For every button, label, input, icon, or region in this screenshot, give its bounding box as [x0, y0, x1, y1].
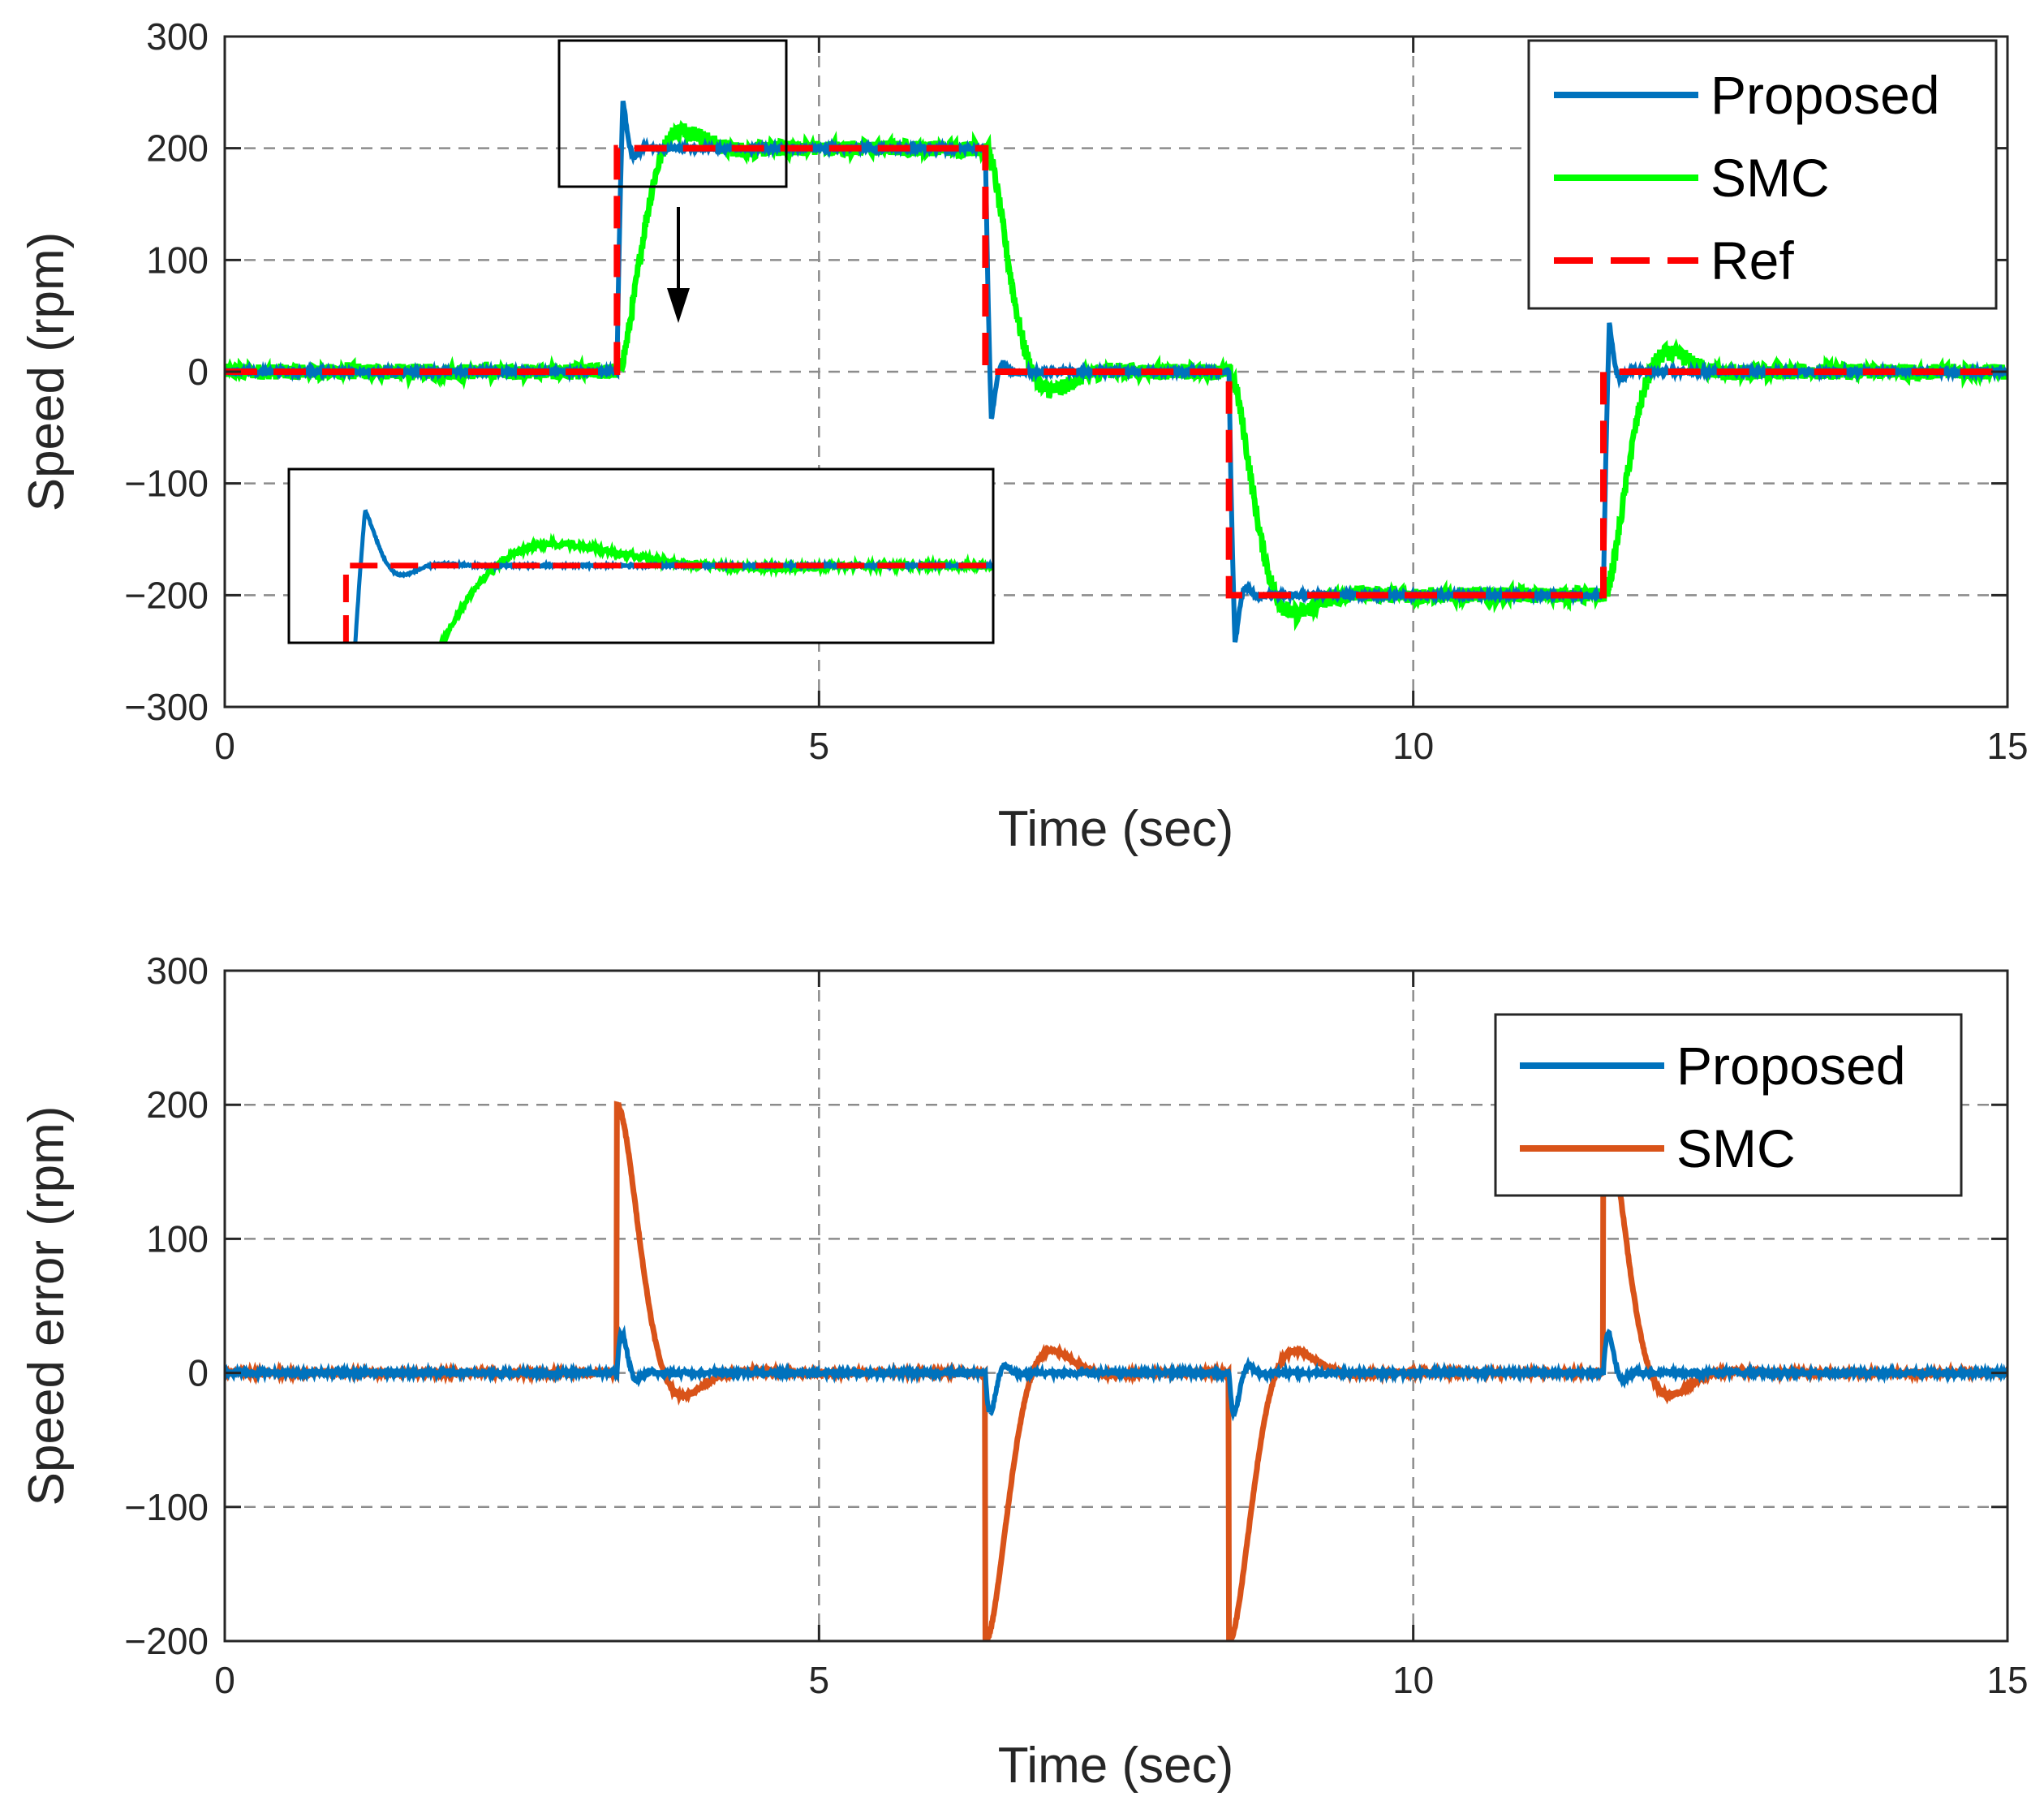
speed-axes: 0 5 10 15 −300 −200 −100 0 100 200 300 Proposed SM… [19, 15, 2029, 857]
zoom-inset [287, 467, 995, 644]
legend-label-ref: Ref [1711, 230, 1794, 291]
error-y-axis-label: Speed error (rpm) [19, 1106, 75, 1506]
error-xtick-label: 10 [1392, 1659, 1434, 1701]
error-ticks: 0 5 10 15 −200 −100 0 100 200 300 [124, 950, 2028, 1701]
error-ytick-label: 300 [146, 950, 209, 992]
inset-plot-lines [342, 509, 993, 643]
speed-ytick-label: 0 [187, 351, 209, 393]
error-ytick-label: −200 [124, 1620, 209, 1662]
speed-xtick-label: 15 [1986, 725, 2028, 767]
error-ytick-label: 200 [146, 1083, 209, 1126]
legend-label-smc: SMC [1711, 148, 1830, 208]
error-xtick-label: 0 [214, 1659, 235, 1701]
error-legend-box [1494, 1013, 1963, 1197]
speed-legend: Proposed SMC Ref [1527, 39, 1998, 310]
legend-label-error-proposed: Proposed [1676, 1036, 1906, 1096]
speed-ytick-label: 300 [146, 15, 209, 58]
speed-y-axis-label: Speed (rpm) [19, 232, 75, 512]
speed-ytick-label: −100 [124, 463, 209, 505]
error-ytick-label: −100 [124, 1486, 209, 1528]
series-error-proposed-line [225, 1325, 2007, 1422]
speed-ytick-label: −200 [124, 574, 209, 616]
inset-ref-line [342, 562, 993, 643]
error-axes: 0 5 10 15 −200 −100 0 100 200 300 Proposed SMC Ti… [19, 950, 2029, 1794]
legend-label-error-smc: SMC [1676, 1118, 1796, 1178]
error-xtick-label: 15 [1986, 1659, 2028, 1701]
error-x-axis-label: Time (sec) [998, 1738, 1233, 1794]
speed-xtick-label: 5 [809, 725, 830, 767]
speed-xtick-label: 0 [214, 725, 235, 767]
inset-smc-line [438, 532, 993, 643]
speed-plot-lines [225, 100, 2007, 643]
error-ytick-label: 0 [187, 1352, 209, 1394]
zoom-region-box [557, 39, 788, 188]
error-xtick-label: 5 [809, 1659, 830, 1701]
speed-ytick-label: 200 [146, 127, 209, 170]
speed-ticks: 0 5 10 15 −300 −200 −100 0 100 200 300 [124, 15, 2028, 767]
legend-label-proposed: Proposed [1711, 65, 1940, 125]
speed-ytick-label: 100 [146, 239, 209, 281]
down-arrow-icon [667, 207, 690, 323]
error-axes-box [223, 969, 2009, 1643]
speed-x-axis-label: Time (sec) [998, 801, 1233, 857]
speed-ytick-label: −300 [124, 686, 209, 728]
error-plot-lines [225, 1101, 2007, 1641]
inset-frame [287, 467, 995, 644]
speed-xtick-label: 10 [1392, 725, 1434, 767]
error-ytick-label: 100 [146, 1217, 209, 1260]
series-ref-line [225, 144, 2007, 599]
error-legend: Proposed SMC [1494, 1013, 1963, 1197]
